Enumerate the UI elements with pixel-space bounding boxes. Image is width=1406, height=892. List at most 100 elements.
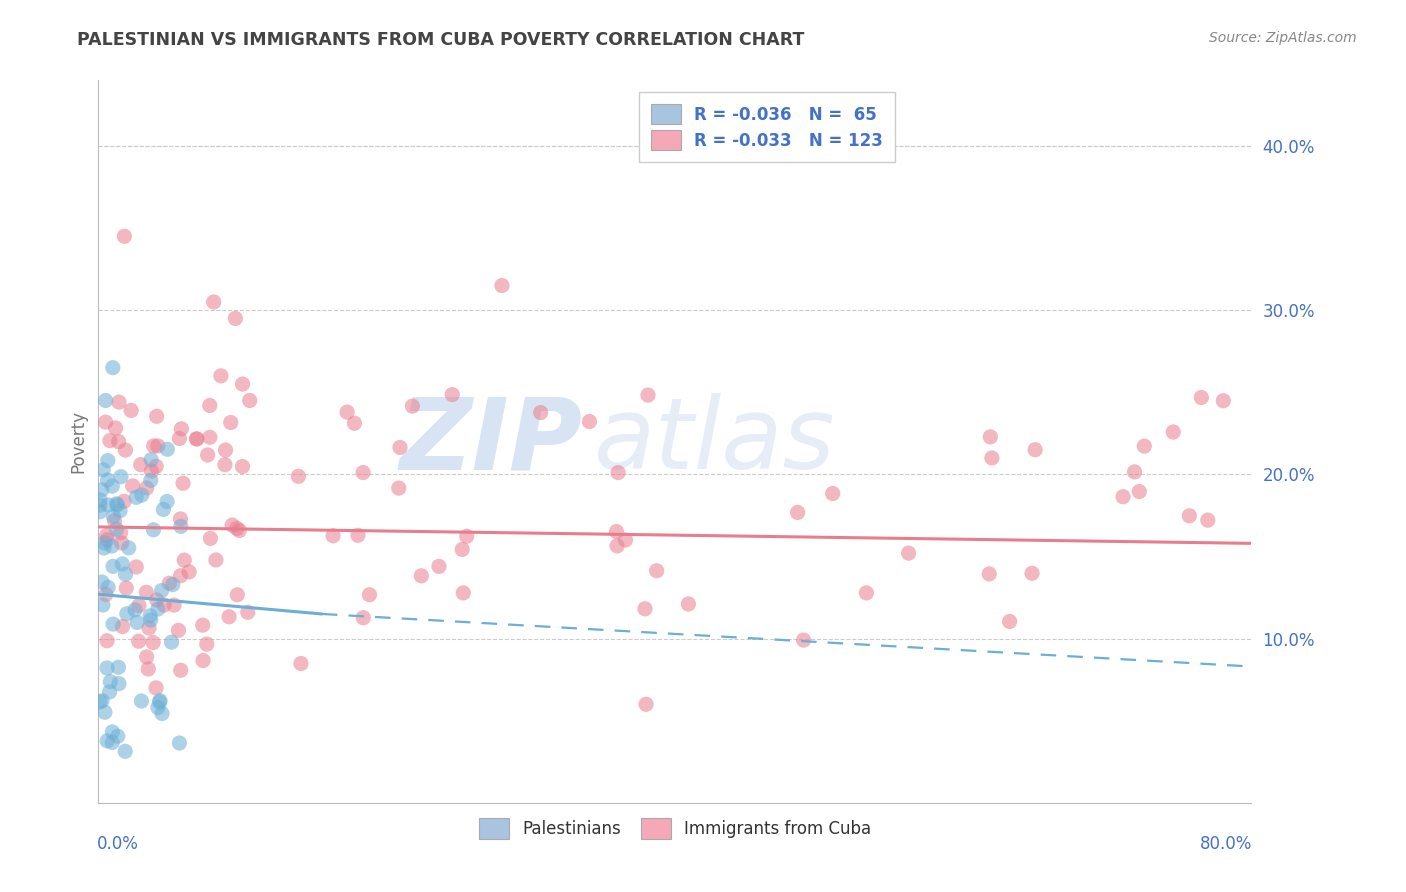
Point: [103, 509, 125, 524]
Point: [96, 533, 118, 547]
Point: [146, 602, 169, 616]
Point: [170, 663, 193, 677]
Text: ZIP: ZIP: [399, 393, 582, 490]
Point: [614, 533, 637, 547]
Point: [336, 405, 359, 419]
Point: [645, 564, 668, 578]
Point: [606, 539, 628, 553]
Point: [156, 494, 179, 508]
Point: [998, 615, 1021, 629]
Point: [359, 588, 381, 602]
Point: [89, 492, 111, 507]
Point: [96, 661, 118, 675]
Point: [146, 439, 169, 453]
Point: [228, 524, 250, 538]
Point: [139, 452, 162, 467]
Point: [135, 585, 157, 599]
Point: [107, 729, 129, 743]
Point: [225, 521, 247, 535]
Point: [97, 580, 120, 594]
Point: [103, 514, 125, 528]
Point: [441, 387, 464, 401]
Point: [104, 421, 127, 435]
Point: [121, 479, 143, 493]
Point: [90, 483, 112, 497]
Point: [605, 524, 627, 539]
Point: [111, 557, 134, 571]
Point: [451, 542, 474, 557]
Point: [343, 417, 366, 431]
Point: [169, 568, 191, 582]
Point: [209, 368, 232, 383]
Point: [1212, 393, 1234, 408]
Point: [198, 430, 221, 444]
Point: [979, 566, 1001, 581]
Point: [94, 705, 117, 719]
Point: [101, 559, 124, 574]
Point: [636, 698, 658, 712]
Point: [91, 463, 114, 477]
Point: [114, 567, 136, 582]
Point: [145, 681, 167, 695]
Point: [607, 466, 630, 480]
Point: [125, 491, 148, 505]
Point: [202, 295, 225, 310]
Point: [451, 586, 474, 600]
Point: [231, 459, 253, 474]
Point: [177, 565, 200, 579]
Point: [112, 229, 135, 244]
Point: [195, 637, 218, 651]
Point: [152, 502, 174, 516]
Point: [128, 634, 150, 648]
Point: [93, 536, 115, 550]
Point: [101, 617, 124, 632]
Point: [111, 619, 134, 633]
Point: [100, 539, 122, 553]
Point: [91, 574, 114, 589]
Point: [793, 633, 815, 648]
Point: [191, 618, 214, 632]
Point: [114, 744, 136, 758]
Point: [94, 587, 117, 601]
Point: [131, 694, 153, 708]
Point: [1189, 391, 1212, 405]
Point: [114, 443, 136, 458]
Point: [163, 598, 186, 612]
Point: [290, 657, 312, 671]
Point: [221, 518, 243, 533]
Point: [200, 532, 222, 546]
Point: [821, 486, 844, 500]
Point: [96, 529, 118, 543]
Point: [118, 541, 141, 555]
Point: [1197, 513, 1219, 527]
Text: 0.0%: 0.0%: [97, 835, 139, 854]
Point: [169, 736, 191, 750]
Point: [678, 597, 700, 611]
Text: PALESTINIAN VS IMMIGRANTS FROM CUBA POVERTY CORRELATION CHART: PALESTINIAN VS IMMIGRANTS FROM CUBA POVE…: [77, 31, 804, 49]
Point: [115, 581, 138, 595]
Point: [186, 432, 208, 446]
Point: [170, 519, 193, 533]
Point: [129, 458, 152, 472]
Point: [124, 603, 146, 617]
Point: [197, 448, 219, 462]
Point: [388, 441, 411, 455]
Point: [105, 497, 128, 511]
Point: [146, 700, 169, 714]
Point: [786, 505, 808, 519]
Point: [105, 498, 128, 512]
Point: [115, 607, 138, 621]
Point: [98, 685, 121, 699]
Point: [112, 494, 135, 508]
Point: [108, 504, 131, 518]
Point: [150, 583, 173, 598]
Point: [120, 403, 142, 417]
Point: [322, 529, 344, 543]
Point: [491, 278, 513, 293]
Text: 80.0%: 80.0%: [1201, 835, 1253, 854]
Point: [131, 488, 153, 502]
Point: [101, 360, 124, 375]
Point: [287, 469, 309, 483]
Point: [135, 649, 157, 664]
Point: [149, 693, 172, 707]
